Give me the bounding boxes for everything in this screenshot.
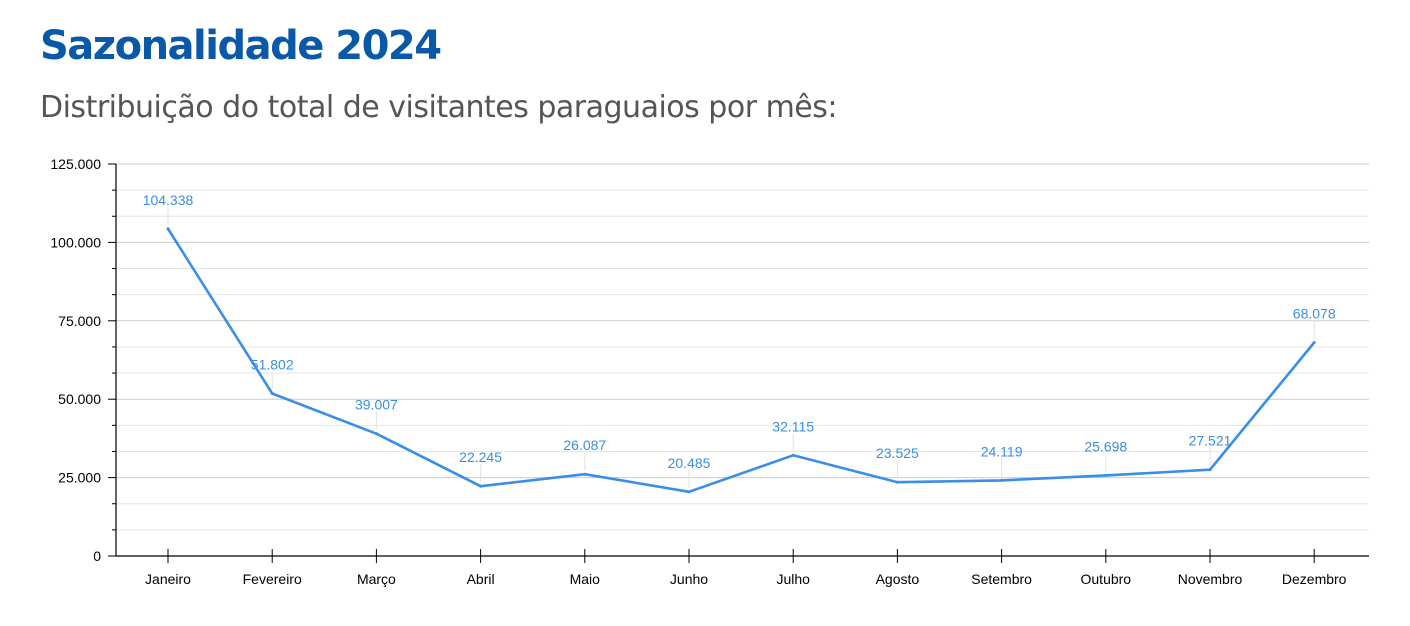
data-label: 26.087 bbox=[563, 437, 606, 453]
data-point bbox=[583, 472, 587, 476]
x-tick-label: Março bbox=[357, 571, 396, 587]
x-tick-label: Agosto bbox=[876, 571, 920, 587]
chart-title: Sazonalidade 2024 bbox=[40, 23, 442, 69]
x-tick-label: Janeiro bbox=[145, 571, 191, 587]
series-line bbox=[166, 228, 1316, 494]
data-label: 68.078 bbox=[1293, 306, 1336, 322]
x-tick-label: Novembro bbox=[1178, 571, 1243, 587]
y-tick-label: 25.000 bbox=[58, 470, 101, 486]
data-label: 24.119 bbox=[981, 443, 1023, 459]
x-tick-label: Outubro bbox=[1081, 571, 1132, 587]
data-point bbox=[374, 432, 378, 436]
x-tick-label: Fevereiro bbox=[243, 571, 302, 587]
data-label: 27.521 bbox=[1189, 433, 1232, 449]
x-tick-label: Maio bbox=[570, 571, 601, 587]
x-tick-label: Abril bbox=[467, 571, 495, 587]
data-point bbox=[166, 227, 170, 231]
chart-subtitle: Distribuição do total de visitantes para… bbox=[40, 90, 838, 125]
data-label: 104.338 bbox=[143, 192, 194, 208]
data-label: 25.698 bbox=[1084, 438, 1127, 454]
y-tick-label: 0 bbox=[93, 548, 101, 564]
y-tick-label: 125.000 bbox=[50, 156, 101, 172]
data-point bbox=[1312, 341, 1316, 345]
y-tick-label: 100.000 bbox=[50, 234, 101, 250]
data-label: 51.802 bbox=[251, 357, 294, 373]
x-tick-label: Junho bbox=[670, 571, 708, 587]
data-point bbox=[791, 453, 795, 457]
data-label: 22.245 bbox=[459, 449, 502, 465]
data-point bbox=[479, 484, 483, 488]
data-point bbox=[895, 480, 899, 484]
y-tick-label: 50.000 bbox=[58, 391, 101, 407]
data-point bbox=[687, 490, 691, 494]
data-point bbox=[1104, 473, 1108, 477]
data-label: 39.007 bbox=[355, 397, 398, 413]
data-point bbox=[1000, 478, 1004, 482]
data-point bbox=[1208, 468, 1212, 472]
data-label: 32.115 bbox=[772, 418, 814, 434]
data-point bbox=[270, 392, 274, 396]
y-tick-label: 75.000 bbox=[58, 313, 101, 329]
data-label: 20.485 bbox=[668, 455, 711, 471]
data-label: 23.525 bbox=[876, 445, 919, 461]
x-tick-label: Julho bbox=[776, 571, 810, 587]
x-tick-label: Setembro bbox=[971, 571, 1032, 587]
x-tick-label: Dezembro bbox=[1282, 571, 1347, 587]
